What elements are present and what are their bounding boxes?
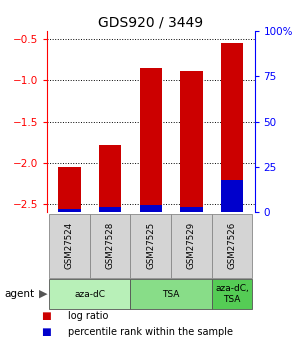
Bar	[58, 208, 81, 212]
Text: aza-dC,
TSA: aza-dC, TSA	[215, 284, 249, 304]
Text: ▶: ▶	[39, 289, 48, 299]
Bar	[49, 214, 90, 278]
Bar	[180, 207, 203, 212]
Title: GDS920 / 3449: GDS920 / 3449	[98, 16, 203, 30]
Text: GSM27528: GSM27528	[105, 222, 115, 269]
Bar	[180, 71, 203, 212]
Text: GSM27526: GSM27526	[228, 222, 237, 269]
Text: TSA: TSA	[162, 289, 180, 299]
Text: aza-dC: aza-dC	[74, 289, 105, 299]
Bar	[221, 43, 243, 212]
Bar	[90, 214, 130, 278]
Text: ■: ■	[41, 327, 51, 337]
Text: agent: agent	[5, 289, 35, 299]
Bar	[212, 279, 252, 309]
Bar	[99, 207, 121, 212]
Bar	[140, 68, 162, 212]
Bar	[99, 145, 121, 212]
Bar	[140, 205, 162, 212]
Text: GSM27529: GSM27529	[187, 222, 196, 269]
Bar	[49, 279, 130, 309]
Bar	[58, 167, 81, 212]
Text: log ratio: log ratio	[68, 311, 108, 321]
Bar	[221, 179, 243, 212]
Text: GSM27525: GSM27525	[146, 222, 155, 269]
Bar	[130, 214, 171, 278]
Bar	[171, 214, 212, 278]
Text: ■: ■	[41, 311, 51, 321]
Text: percentile rank within the sample: percentile rank within the sample	[68, 327, 233, 337]
Bar	[130, 279, 212, 309]
Bar	[212, 214, 252, 278]
Text: GSM27524: GSM27524	[65, 222, 74, 269]
